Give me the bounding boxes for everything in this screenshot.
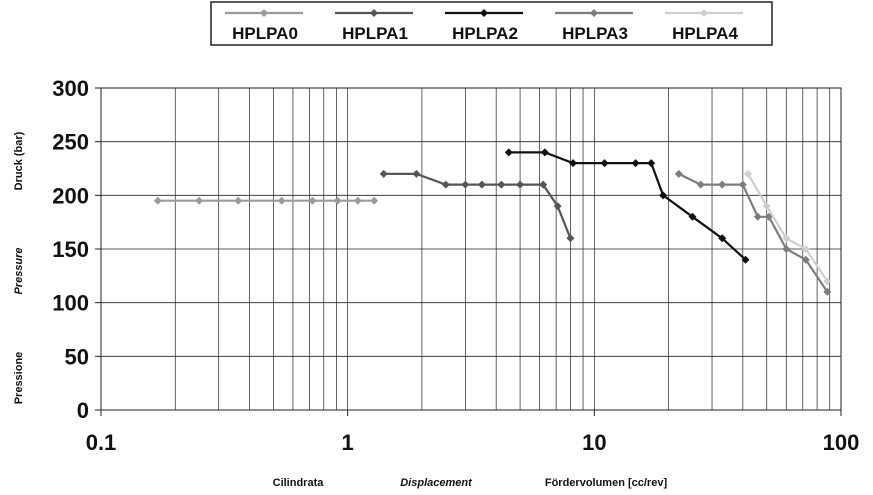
y-tick-label: 300 bbox=[52, 76, 89, 101]
series-line bbox=[508, 151, 747, 261]
x-axis-ticks: 0.1 1 10 100 bbox=[86, 410, 860, 455]
data-point bbox=[441, 180, 450, 189]
legend-item: HPLPA4 bbox=[665, 9, 743, 43]
data-point bbox=[738, 180, 747, 189]
data-point bbox=[674, 169, 683, 178]
series-hplpa2 bbox=[504, 148, 750, 264]
y-axis-label-en: Pressure bbox=[13, 247, 25, 294]
data-point bbox=[516, 180, 525, 189]
legend-item: HPLPA3 bbox=[555, 9, 633, 43]
data-point bbox=[412, 169, 421, 178]
data-point bbox=[741, 255, 750, 264]
data-point bbox=[762, 202, 771, 211]
data-point bbox=[600, 159, 609, 168]
data-point bbox=[539, 180, 548, 189]
series-hplpa4 bbox=[744, 169, 832, 286]
y-tick-label: 0 bbox=[77, 398, 89, 423]
x-tick-label: 100 bbox=[823, 430, 860, 455]
data-point bbox=[504, 148, 513, 157]
y-tick-label: 100 bbox=[52, 291, 89, 316]
legend-item: HPLPA2 bbox=[445, 9, 523, 43]
data-point bbox=[753, 212, 762, 221]
x-tick-label: 1 bbox=[342, 430, 354, 455]
legend-swatch-marker bbox=[700, 9, 708, 17]
data-point bbox=[823, 287, 832, 296]
legend-frame bbox=[210, 1, 773, 46]
legend-swatch-marker bbox=[480, 9, 488, 17]
x-axis-label-en: Displacement bbox=[400, 477, 473, 489]
y-axis-label-de: Druck (bar) bbox=[13, 131, 25, 190]
legend-swatch-marker bbox=[590, 9, 598, 17]
data-point bbox=[477, 180, 486, 189]
data-point bbox=[569, 159, 578, 168]
data-point bbox=[631, 159, 640, 168]
series-line bbox=[747, 173, 829, 282]
x-tick-label: 10 bbox=[582, 430, 606, 455]
y-tick-label: 50 bbox=[65, 344, 89, 369]
series-line bbox=[678, 172, 829, 293]
data-point bbox=[234, 196, 243, 205]
data-point bbox=[688, 212, 697, 221]
data-point bbox=[308, 196, 317, 205]
x-tick-label: 0.1 bbox=[86, 430, 117, 455]
grid bbox=[101, 88, 841, 410]
data-point bbox=[333, 196, 342, 205]
data-point bbox=[718, 234, 727, 243]
data-point bbox=[353, 196, 362, 205]
legend: HPLPA0 HPLPA1 HPLPA2 HPLPA3 HPLPA4 bbox=[210, 1, 773, 46]
legend-item: HPLPA1 bbox=[335, 9, 413, 43]
legend-label: HPLPA0 bbox=[232, 24, 298, 43]
data-point bbox=[744, 169, 753, 178]
y-tick-label: 250 bbox=[52, 130, 89, 155]
series-hplpa3 bbox=[674, 169, 832, 296]
data-point bbox=[540, 148, 549, 157]
data-point bbox=[379, 169, 388, 178]
y-tick-label: 200 bbox=[52, 183, 89, 208]
legend-swatch-marker bbox=[260, 9, 268, 17]
series-hplpa0 bbox=[153, 196, 379, 205]
x-axis-label-it: Cilindrata bbox=[273, 477, 325, 489]
data-point bbox=[370, 196, 379, 205]
y-tick-label: 150 bbox=[52, 237, 89, 262]
data-point bbox=[647, 159, 656, 168]
data-point bbox=[153, 196, 162, 205]
data-point bbox=[782, 245, 791, 253]
series-hplpa1 bbox=[379, 169, 575, 243]
x-axis-label-de: Fördervolumen [cc/rev] bbox=[545, 477, 668, 489]
data-point bbox=[277, 196, 286, 205]
y-axis-label-it: Pressione bbox=[13, 352, 25, 405]
data-point bbox=[782, 234, 791, 243]
legend-label: HPLPA3 bbox=[562, 24, 628, 43]
legend-label: HPLPA1 bbox=[342, 24, 408, 43]
data-point bbox=[823, 277, 832, 286]
data-point bbox=[566, 234, 575, 243]
data-point bbox=[659, 191, 668, 200]
data-point bbox=[801, 255, 810, 264]
data-point bbox=[497, 180, 506, 189]
data-point bbox=[801, 245, 810, 253]
y-axis-ticks: 0 50 100 150 200 250 300 bbox=[52, 76, 101, 423]
legend-label: HPLPA2 bbox=[452, 24, 518, 43]
data-point bbox=[696, 180, 705, 189]
legend-label: HPLPA4 bbox=[672, 24, 738, 43]
data-point bbox=[553, 202, 562, 211]
legend-swatch-marker bbox=[370, 9, 378, 17]
data-point bbox=[718, 180, 727, 189]
legend-item: HPLPA0 bbox=[225, 9, 303, 43]
data-point bbox=[195, 196, 204, 205]
series-layer bbox=[153, 148, 832, 296]
series-line bbox=[383, 172, 572, 239]
data-point bbox=[461, 180, 470, 189]
